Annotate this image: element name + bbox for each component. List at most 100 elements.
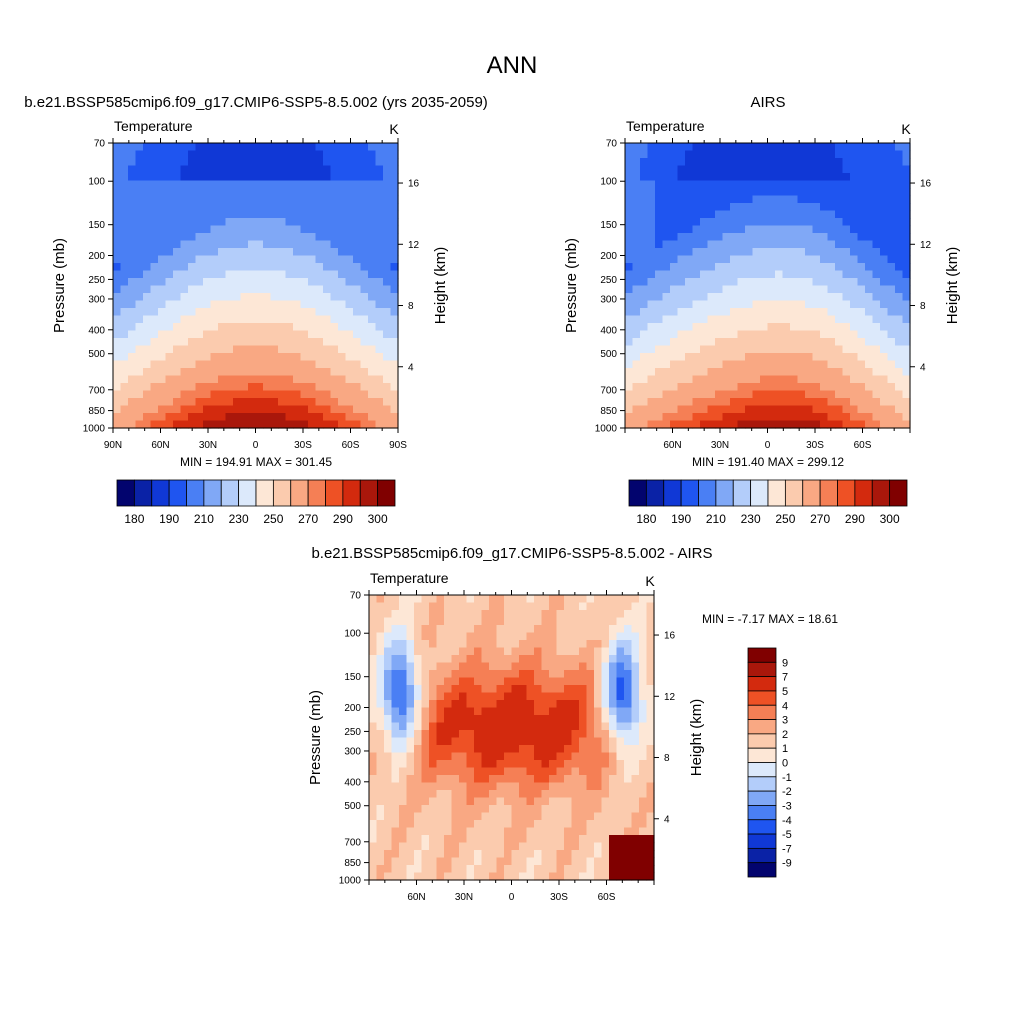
field-cell — [384, 647, 393, 656]
field-cell — [692, 255, 701, 264]
panel-model-ylabel: Pressure (mb) — [51, 238, 68, 333]
field-cell — [113, 420, 122, 429]
field-cell — [579, 805, 588, 814]
field-cell — [624, 775, 633, 784]
field-cell — [369, 700, 378, 709]
field-cell — [549, 722, 558, 731]
field-cell — [865, 150, 874, 159]
field-cell — [865, 413, 874, 422]
field-cell — [489, 722, 498, 731]
field-cell — [496, 827, 505, 836]
field-cell — [670, 195, 679, 204]
field-cell — [406, 715, 415, 724]
field-cell — [451, 662, 460, 671]
field-cell — [375, 263, 384, 272]
field-cell — [534, 872, 543, 881]
field-cell — [609, 865, 618, 874]
field-cell — [556, 767, 565, 776]
field-cell — [459, 647, 468, 656]
field-cell — [564, 677, 573, 686]
field-cell — [556, 842, 565, 851]
field-cell — [745, 345, 754, 354]
field-cell — [173, 255, 182, 264]
y-tick-label: 1000 — [83, 424, 106, 435]
field-cell — [526, 767, 535, 776]
field-cell — [459, 670, 468, 679]
field-cell — [474, 805, 483, 814]
field-cell — [594, 610, 603, 619]
field-cell — [775, 285, 784, 294]
field-cell — [233, 248, 242, 257]
field-cell — [616, 617, 625, 626]
field-cell — [775, 315, 784, 324]
field-cell — [459, 760, 468, 769]
field-cell — [586, 812, 595, 821]
field-cell — [429, 842, 438, 851]
field-cell — [775, 143, 784, 152]
field-cell — [466, 685, 475, 694]
field-cell — [850, 390, 859, 399]
field-cell — [549, 595, 558, 604]
field-cell — [820, 203, 829, 212]
field-cell — [391, 775, 400, 784]
field-cell — [782, 195, 791, 204]
field-cell — [541, 767, 550, 776]
field-cell — [880, 225, 889, 234]
field-cell — [842, 308, 851, 317]
field-cell — [143, 173, 152, 182]
field-cell — [436, 730, 445, 739]
field-cell — [353, 383, 362, 392]
field-cell — [775, 225, 784, 234]
field-cell — [805, 233, 814, 242]
field-cell — [360, 398, 369, 407]
field-cell — [300, 375, 309, 384]
field-cell — [715, 218, 724, 227]
field-cell — [895, 338, 904, 347]
field-cell — [384, 610, 393, 619]
panel-obs-x-ticks: 60N 30N 0 30S 60S — [624, 138, 911, 451]
field-cell — [128, 293, 137, 302]
field-cell — [158, 308, 167, 317]
field-cell — [390, 233, 399, 242]
field-cell — [173, 203, 182, 212]
field-cell — [865, 188, 874, 197]
field-cell — [444, 745, 453, 754]
field-cell — [451, 805, 460, 814]
field-cell — [113, 285, 122, 294]
field-cell — [421, 745, 430, 754]
colorbar-label: 3 — [782, 715, 788, 727]
field-cell — [391, 625, 400, 634]
field-cell — [474, 640, 483, 649]
field-cell — [797, 150, 806, 159]
field-cell — [857, 165, 866, 174]
field-cell — [489, 760, 498, 769]
field-cell — [625, 195, 634, 204]
field-cell — [534, 775, 543, 784]
x-tick-label: 30S — [550, 892, 568, 903]
field-cell — [330, 150, 339, 159]
field-cell — [384, 872, 393, 881]
field-cell — [315, 420, 324, 429]
field-cell — [195, 360, 204, 369]
field-cell — [225, 218, 234, 227]
field-cell — [827, 263, 836, 272]
field-cell — [715, 353, 724, 362]
field-cell — [255, 375, 264, 384]
field-cell — [414, 872, 423, 881]
field-cell — [391, 797, 400, 806]
field-cell — [240, 188, 249, 197]
field-cell — [233, 188, 242, 197]
panel-obs-stats: MIN = 191.40 MAX = 299.12 — [692, 455, 844, 469]
colorbar-box — [747, 690, 777, 706]
field-cell — [632, 240, 641, 249]
field-cell — [647, 225, 656, 234]
field-cell — [233, 278, 242, 287]
field-cell — [399, 865, 408, 874]
field-cell — [308, 375, 317, 384]
field-cell — [887, 360, 896, 369]
field-cell — [345, 225, 354, 234]
field-cell — [887, 383, 896, 392]
field-cell — [504, 812, 513, 821]
field-cell — [466, 670, 475, 679]
field-cell — [647, 195, 656, 204]
